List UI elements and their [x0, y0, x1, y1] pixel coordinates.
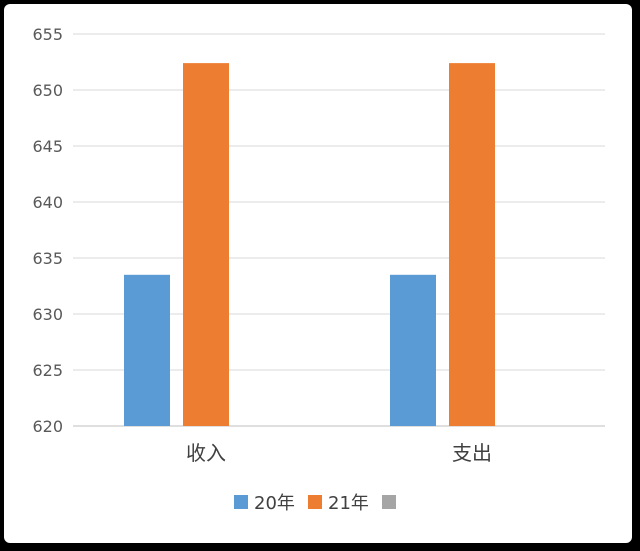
y-tick-label: 620 — [32, 417, 63, 436]
y-tick-label: 635 — [32, 249, 63, 268]
bar-series2-0 — [183, 63, 229, 427]
legend-swatch — [234, 495, 248, 509]
category-label: 收入 — [186, 441, 226, 465]
y-tick-label: 625 — [32, 361, 63, 380]
category-label: 支出 — [452, 441, 492, 465]
bar-series1-0 — [124, 274, 170, 426]
y-tick-label: 640 — [32, 193, 63, 212]
legend-label: 21年 — [328, 493, 369, 514]
y-tick-label: 655 — [32, 25, 63, 44]
y-tick-label: 645 — [32, 137, 63, 156]
legend-swatch — [308, 495, 322, 509]
legend-swatch — [382, 495, 396, 509]
legend-label: 20年 — [254, 493, 295, 514]
bar-chart: 620 625 630 635 640 645 650 655 收入 支出 20年 21年 — [32, 25, 605, 514]
y-tick-label: 630 — [32, 305, 63, 324]
y-tick-label: 650 — [32, 81, 63, 100]
bar-series1-1 — [390, 274, 436, 426]
chart-frame: 620 625 630 635 640 645 650 655 收入 支出 20年 21年 — [4, 4, 632, 543]
bar-series2-1 — [449, 63, 495, 427]
